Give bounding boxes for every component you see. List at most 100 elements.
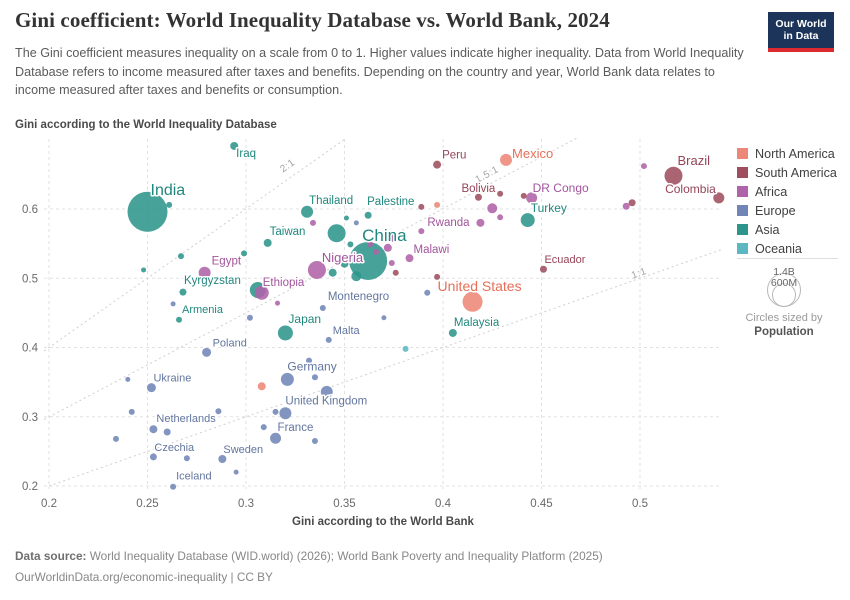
data-point-rwanda[interactable] <box>418 228 425 235</box>
legend-item-south-america[interactable]: South America <box>737 163 837 182</box>
data-point-bolivia[interactable] <box>474 193 482 201</box>
legend-item-africa[interactable]: Africa <box>737 182 837 201</box>
data-point-taiwan[interactable] <box>263 238 272 247</box>
data-point-mexico[interactable] <box>500 153 513 166</box>
data-point-peru[interactable] <box>433 160 442 169</box>
data-point-ecuador[interactable] <box>539 265 547 273</box>
data-point-malaysia[interactable] <box>448 328 457 337</box>
data-point-united-states[interactable] <box>462 291 483 312</box>
data-point[interactable] <box>340 259 349 268</box>
data-point-united-kingdom[interactable] <box>279 407 292 420</box>
data-point-armenia[interactable] <box>176 316 183 323</box>
point-label-iceland: Iceland <box>176 471 211 483</box>
point-label-germany: Germany <box>287 359 336 373</box>
data-point[interactable] <box>306 357 313 364</box>
data-point[interactable] <box>327 224 346 243</box>
point-label-ethiopia: Ethiopia <box>263 277 305 289</box>
data-point[interactable] <box>246 314 253 321</box>
data-point-palestine[interactable] <box>364 211 372 219</box>
data-point[interactable] <box>257 382 266 391</box>
data-point[interactable] <box>367 241 374 248</box>
data-point-czechia[interactable] <box>149 453 157 461</box>
data-point[interactable] <box>381 315 387 321</box>
data-point[interactable] <box>388 260 395 267</box>
data-point[interactable] <box>520 192 527 199</box>
data-point[interactable] <box>353 220 359 226</box>
legend-item-europe[interactable]: Europe <box>737 201 837 220</box>
data-point[interactable] <box>373 248 380 255</box>
data-point[interactable] <box>418 203 425 210</box>
data-point[interactable] <box>166 201 173 208</box>
data-point-india[interactable] <box>127 191 168 232</box>
data-point-france[interactable] <box>270 432 282 444</box>
owid-logo[interactable]: Our World in Data <box>768 12 834 52</box>
legend-swatch-africa <box>737 186 748 197</box>
data-point[interactable] <box>640 163 647 170</box>
data-point-ethiopia[interactable] <box>254 285 269 300</box>
data-point[interactable] <box>497 214 504 221</box>
data-point-iraq[interactable] <box>230 141 239 150</box>
data-point-netherlands[interactable] <box>149 425 158 434</box>
data-point-turkey[interactable] <box>520 213 535 228</box>
data-point[interactable] <box>497 190 504 197</box>
data-point[interactable] <box>260 424 267 431</box>
data-point[interactable] <box>351 271 362 282</box>
data-point[interactable] <box>347 241 354 248</box>
data-point[interactable] <box>215 408 222 415</box>
data-point[interactable] <box>183 455 190 462</box>
data-point[interactable] <box>311 437 318 444</box>
data-point[interactable] <box>476 218 485 227</box>
data-point[interactable] <box>170 301 176 307</box>
data-point[interactable] <box>311 374 318 381</box>
data-point[interactable] <box>328 268 337 277</box>
legend-item-oceania[interactable]: Oceania <box>737 239 837 258</box>
data-point[interactable] <box>272 408 279 415</box>
data-point[interactable] <box>434 273 441 280</box>
data-point-ukraine[interactable] <box>146 383 156 393</box>
data-point[interactable] <box>343 215 349 221</box>
data-point[interactable] <box>622 202 630 210</box>
data-point[interactable] <box>487 203 498 214</box>
data-point-japan[interactable] <box>277 325 293 341</box>
data-point-dr-congo[interactable] <box>526 192 538 204</box>
data-point[interactable] <box>402 345 409 352</box>
data-point-brazil[interactable] <box>664 166 683 185</box>
data-point-montenegro[interactable] <box>319 305 326 312</box>
y-tick-label: 0.4 <box>22 343 39 355</box>
data-point-kyrgyzstan[interactable] <box>179 288 187 296</box>
data-point-thailand[interactable] <box>301 205 314 218</box>
data-point[interactable] <box>309 219 316 226</box>
data-point-germany[interactable] <box>280 372 294 386</box>
data-point-poland[interactable] <box>202 347 212 357</box>
data-point-malawi[interactable] <box>405 254 414 263</box>
data-point[interactable] <box>163 428 171 436</box>
data-point[interactable] <box>141 267 147 273</box>
legend-item-north-america[interactable]: North America <box>737 144 837 163</box>
point-label-malta: Malta <box>333 325 361 337</box>
legend-item-asia[interactable]: Asia <box>737 220 837 239</box>
data-point[interactable] <box>177 253 184 260</box>
data-point-sweden[interactable] <box>218 454 227 463</box>
data-point[interactable] <box>320 385 333 398</box>
data-point[interactable] <box>241 250 248 257</box>
data-point[interactable] <box>424 289 431 296</box>
data-point-malta[interactable] <box>325 336 332 343</box>
data-point[interactable] <box>389 234 398 243</box>
point-label-turkey: Turkey <box>531 201 567 215</box>
data-point[interactable] <box>233 469 239 475</box>
data-point[interactable] <box>628 199 636 207</box>
scatter-plot[interactable]: 0.2 0.25 0.3 0.35 0.4 0.45 0.5 0.2 0.3 0.4 0.5 0.6 2… <box>0 0 850 545</box>
data-point-egypt[interactable] <box>198 266 211 279</box>
data-point[interactable] <box>275 300 281 306</box>
data-point[interactable] <box>125 376 131 382</box>
point-label-japan: Japan <box>288 312 321 326</box>
data-point[interactable] <box>383 243 392 252</box>
data-point-nigeria[interactable] <box>307 260 326 279</box>
data-point-iceland[interactable] <box>170 483 177 490</box>
data-point[interactable] <box>392 269 399 276</box>
data-point-colombia[interactable] <box>713 192 725 204</box>
data-point[interactable] <box>128 408 135 415</box>
data-point[interactable] <box>434 201 441 208</box>
data-point[interactable] <box>112 435 119 442</box>
